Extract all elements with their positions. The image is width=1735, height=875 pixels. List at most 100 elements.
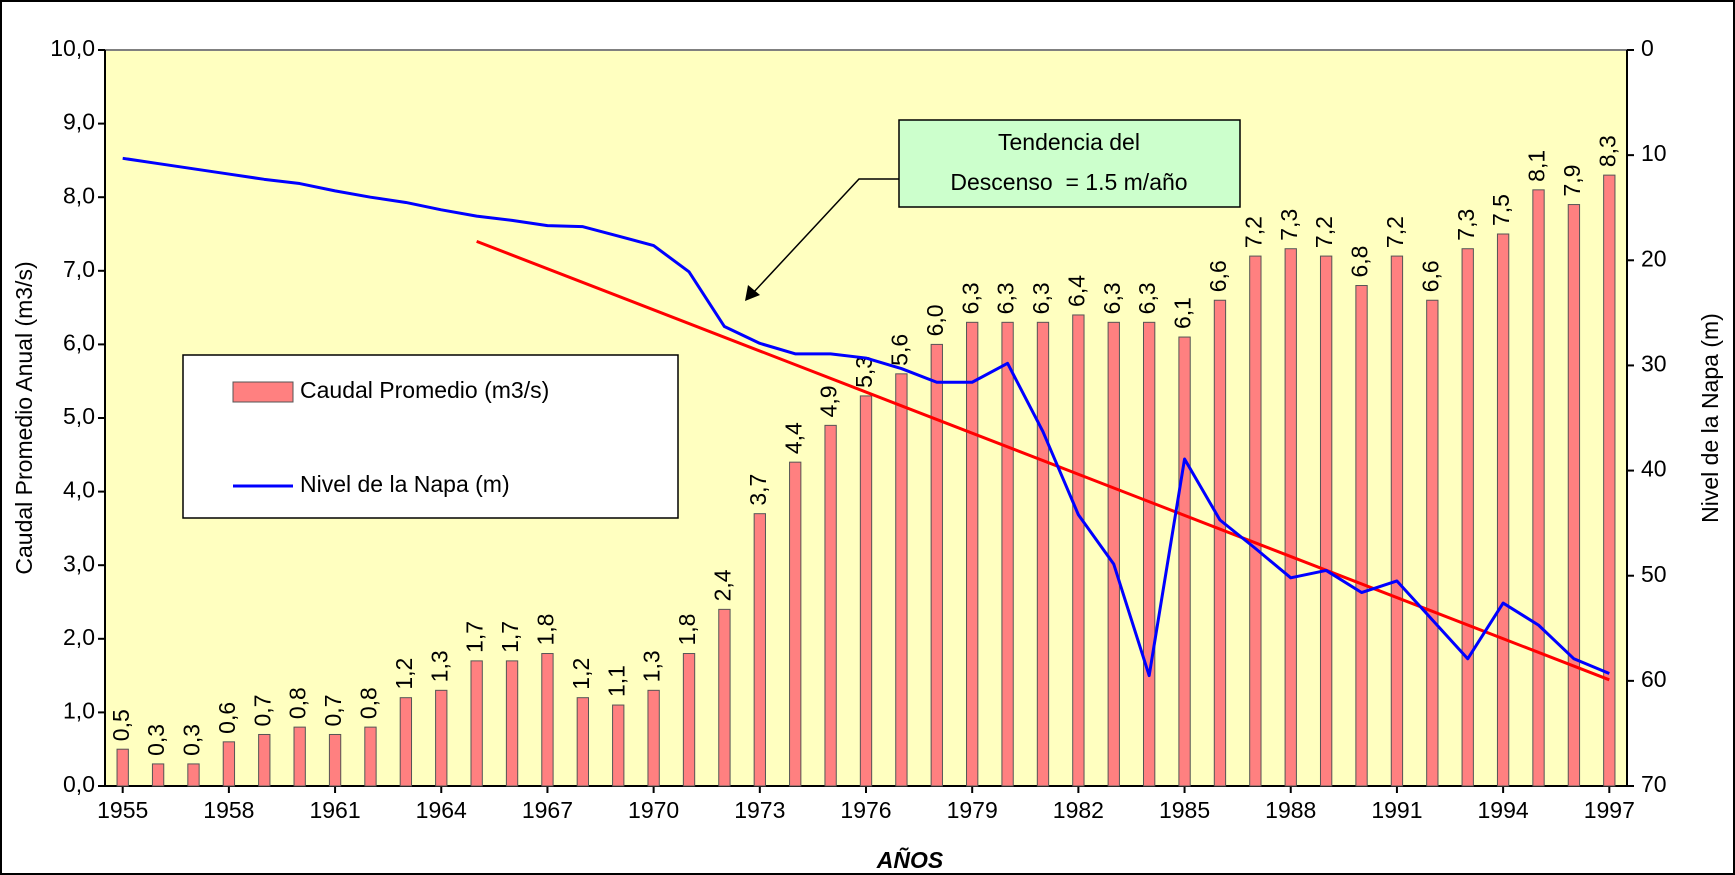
data-label: 7,2 [1382,216,1408,248]
x-tick-label: 1988 [1265,797,1316,823]
data-label: 6,0 [922,304,948,336]
bar [930,343,943,787]
data-label: 6,1 [1170,297,1196,329]
y-tick-label: 10,0 [50,35,95,61]
bar [1142,321,1156,787]
y2-tick-label: 10 [1641,140,1667,166]
line [122,156,1610,678]
bar [1319,255,1333,787]
bar [541,653,554,787]
data-label: 7,9 [1559,165,1585,197]
data-label: 4,9 [816,385,842,417]
x-tick-label: 1973 [734,797,785,823]
y2-tick-label: 60 [1641,666,1667,692]
bar [399,697,413,787]
y2-tick-label: 0 [1641,35,1654,61]
annotation-box [898,119,1241,208]
bar [1001,321,1014,787]
x-tick-label: 1958 [203,797,254,823]
y-tick-label: 5,0 [63,403,95,429]
y-tick-label: 9,0 [63,109,95,135]
data-label: 4,4 [780,422,806,454]
data-label: 1,8 [674,614,700,646]
bar [470,660,483,787]
bar [116,748,129,787]
bar [753,513,766,787]
bar [187,763,200,787]
data-label: 0,3 [179,724,205,756]
annotation-text: Descenso = 1.5 m/año [950,169,1187,195]
data-label: 0,6 [214,702,240,734]
y-tick-label: 4,0 [63,477,95,503]
data-label: 1,1 [603,665,629,697]
y-tick-label: 8,0 [63,182,95,208]
y-tick-label: 2,0 [63,624,95,650]
bar [1107,321,1120,787]
bar [576,697,590,787]
data-label: 0,8 [356,687,382,719]
bar [328,733,342,787]
y2-tick-label: 30 [1641,351,1667,377]
bar [1390,255,1404,787]
data-label: 6,6 [1417,260,1443,292]
data-label: 1,2 [568,658,594,690]
data-label: 1,7 [462,621,488,653]
bar [1072,314,1085,787]
data-label: 6,3 [993,282,1019,314]
bar [1284,248,1297,787]
bar [1461,248,1474,787]
bar [966,321,979,787]
x-tick-label: 1997 [1584,797,1635,823]
bar [682,653,696,787]
y2-tick-label: 70 [1641,771,1667,797]
data-label: 3,7 [745,474,771,506]
legend-label: Nivel de la Napa (m) [300,471,510,497]
data-label: 1,8 [533,614,559,646]
data-label: 5,6 [886,334,912,366]
data-label: 0,8 [285,687,311,719]
data-label: 1,3 [426,650,452,682]
data-label: 2,4 [709,569,735,601]
bar [1426,299,1439,787]
x-tick-label: 1955 [97,797,148,823]
y-tick-label: 6,0 [63,329,95,355]
data-label: 6,8 [1347,246,1373,278]
bar [505,660,519,787]
x-axis-title: AÑOS [876,846,944,873]
data-label: 6,4 [1063,275,1089,307]
bar [859,395,873,787]
data-label: 6,3 [957,282,983,314]
bar [1178,336,1191,787]
y-tick-label: 0,0 [63,771,95,797]
x-tick-label: 1994 [1478,797,1529,823]
data-label: 0,3 [143,724,169,756]
data-label: 0,7 [320,694,346,726]
x-tick-label: 1991 [1371,797,1422,823]
data-label: 6,6 [1205,260,1231,292]
x-tick-label: 1964 [416,797,467,823]
data-label: 1,7 [497,621,523,653]
x-tick-label: 1976 [840,797,891,823]
bar [1496,233,1510,787]
annotation-text: Tendencia del [998,129,1140,155]
bar [824,424,837,787]
y-tick-label: 3,0 [63,550,95,576]
data-label: 0,5 [108,709,134,741]
x-tick-label: 1967 [522,797,573,823]
bar [1603,174,1616,787]
data-label: 6,3 [1099,282,1125,314]
x-tick-label: 1970 [628,797,679,823]
bar [222,741,236,787]
legend-marker [232,381,294,403]
bar [647,689,660,787]
bar [435,689,448,787]
y-axis-title: Caudal Promedio Anual (m3/s) [11,261,37,574]
bar [293,726,306,787]
data-label: 7,2 [1311,216,1337,248]
data-label: 7,2 [1240,216,1266,248]
bar [1249,255,1262,787]
bar [718,608,731,787]
legend-label: Caudal Promedio (m3/s) [300,377,549,403]
bar [364,726,377,787]
bar [612,704,625,787]
